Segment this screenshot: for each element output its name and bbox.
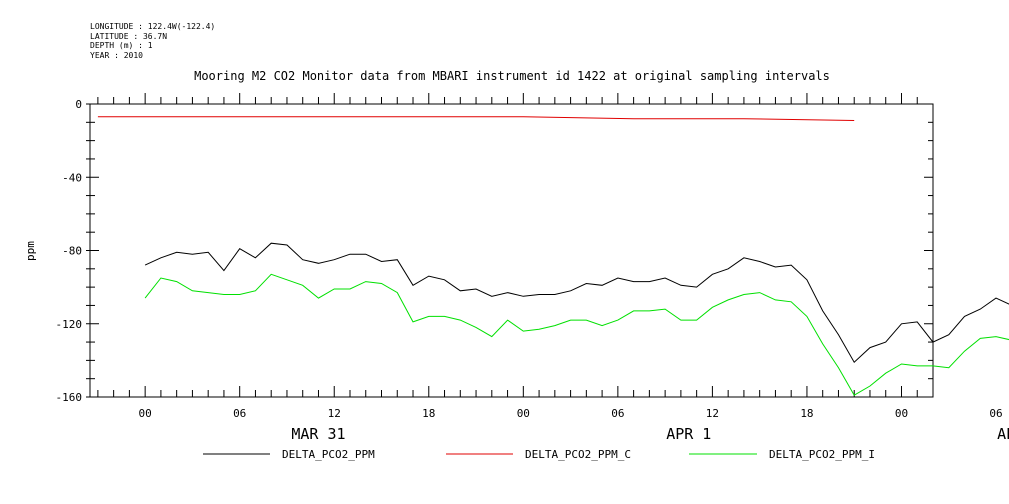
x-tick-label: 12 [328,407,341,420]
year-label: YEAR : 2010 [90,50,143,60]
metadata-block: LONGITUDE : 122.4W(-122.4) LATITUDE : 36… [90,22,215,60]
y-axis-label: ppm [24,241,37,261]
legend-label-3: DELTA_PCO2_PPM_I [769,448,875,461]
y-tick-label: -160 [56,391,83,404]
series-line-2 [97,116,855,121]
x-tick-label: 06 [611,407,624,420]
chart-title: Mooring M2 CO2 Monitor data from MBARI i… [194,69,830,83]
legend: DELTA_PCO2_PPM DELTA_PCO2_PPM_C DELTA_PCO2… [203,448,875,461]
series-line-3 [144,273,1009,396]
latitude-label: LATITUDE : 36.7N [90,31,168,41]
x-tick-label: 00 [139,407,152,420]
series-layer [97,116,1009,396]
y-tick-label: 0 [75,98,82,111]
x-tick-label: 00 [517,407,530,420]
y-tick-label: -120 [56,318,83,331]
legend-label-1: DELTA_PCO2_PPM [282,448,375,461]
x-tick-label: 18 [800,407,813,420]
x-tick-label: 00 [895,407,908,420]
x-tick-label: 06 [233,407,246,420]
x-tick-label: 06 [989,407,1002,420]
x-tick-label: 18 [422,407,435,420]
y-axis: 0 -40 -80 -120 -160 [56,98,933,404]
y-tick-label: -40 [62,171,82,184]
x-day-label: APR 1 [666,425,711,443]
legend-label-2: DELTA_PCO2_PPM_C [525,448,631,461]
plot-frame [89,103,934,398]
y-tick-label: -80 [62,245,82,258]
depth-label: DEPTH (m) : 1 [90,41,153,50]
x-day-label: APR 2 [997,425,1009,443]
longitude-label: LONGITUDE : 122.4W(-122.4) [90,22,216,31]
series-line-1 [144,242,1009,363]
x-tick-label: 12 [706,407,719,420]
x-day-label: MAR 31 [291,425,345,443]
